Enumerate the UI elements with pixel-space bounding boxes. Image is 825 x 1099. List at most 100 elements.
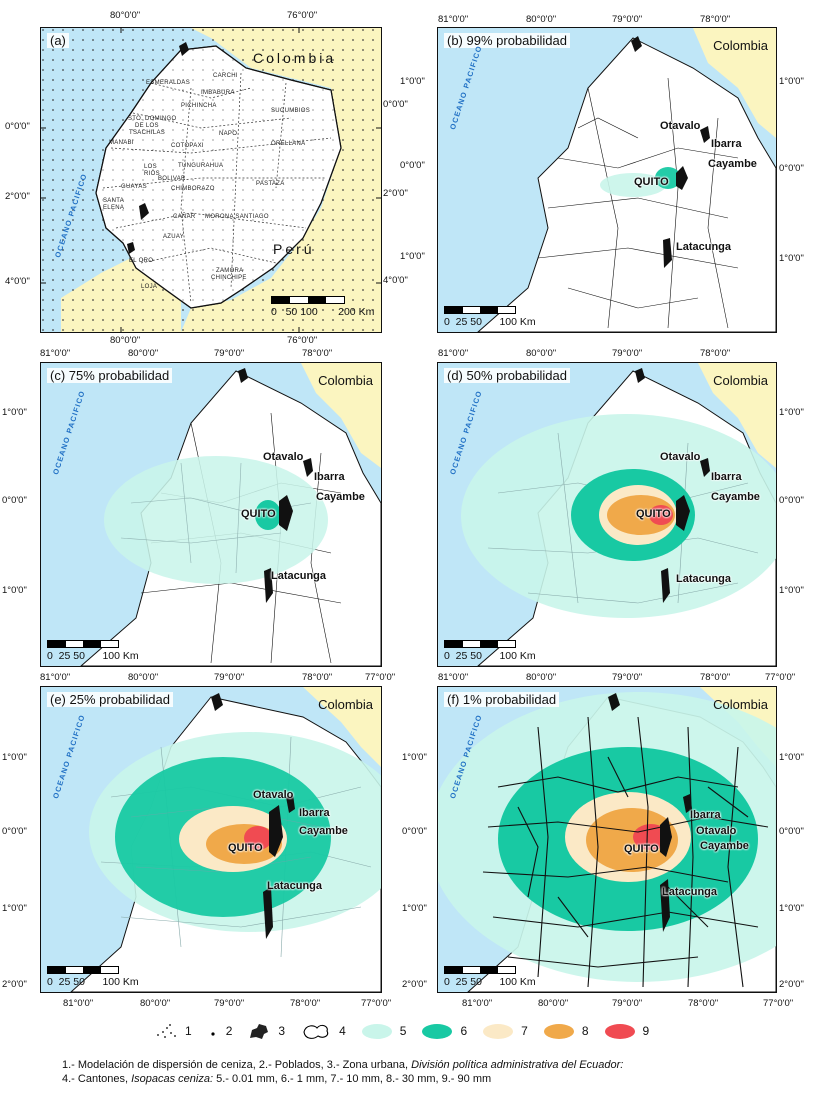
province-label: EL ORO [129,258,154,264]
coord-label: 1°0'0" [2,903,27,914]
coord-label: 78°0'0" [302,672,333,683]
province-label: GUAYAS [121,184,147,190]
province-label: PASTAZA [256,181,285,187]
coord-label: 78°0'0" [290,998,321,1009]
panel-a-ecuador-overview: (a) Colombia Perú OCEANO PACIFICO CARCHI… [40,27,382,333]
coord-label: 79°0'0" [214,672,245,683]
province-label: ZAMORA [216,268,244,274]
coord-label: 81°0'0" [462,998,493,1009]
legend-item-4: 4 [301,1022,346,1040]
dispersion-dots-icon [157,1024,176,1038]
province-label: CHIMBORAZO [171,186,215,192]
coord-label: 0°0'0" [779,495,804,506]
city-otavalo: Otavalo [263,451,304,463]
coord-label: 81°0'0" [63,998,94,1009]
coord-label: 1°0'0" [779,903,804,914]
coord-label: 1°0'0" [402,903,427,914]
coord-label: 81°0'0" [40,348,71,359]
city-quito: QUITO [634,176,669,188]
coord-label: 80°0'0" [526,348,557,359]
coord-label: 81°0'0" [438,348,469,359]
province-label: STO. DOMINGO [128,116,177,122]
map-f [438,687,776,992]
city-quito: QUITO [636,508,671,520]
city-cayambe: Cayambe [711,491,760,503]
coord-label: 0°0'0" [400,160,425,171]
coord-label: 4°0'0" [383,275,408,286]
coord-label: 1°0'0" [2,585,27,596]
country-colombia-label: Colombia [253,50,337,66]
coord-label: 80°0'0" [538,998,569,1009]
province-label: MANABI [109,140,134,146]
legend-item-1: 1 [155,1023,192,1039]
scale-bar: 0 25 50 100 Km [47,640,139,662]
country-colombia-label: Colombia [318,373,373,388]
province-label: CAÑAR [173,214,196,220]
coord-label: 79°0'0" [214,998,245,1009]
coord-label: 80°0'0" [526,14,557,25]
coord-label: 77°0'0" [765,672,796,683]
city-quito: QUITO [624,843,659,855]
province-label: NAPO [219,131,238,137]
panel-f-1: (f) 1% probabilidad Colombia OCEANO PACI… [437,686,777,993]
coord-label: 2°0'0" [2,979,27,990]
panel-f-label: (f) 1% probabilidad [444,692,560,707]
city-cayambe: Cayambe [708,158,757,170]
coord-label: 0°0'0" [2,495,27,506]
map-e [41,687,381,992]
city-quito: QUITO [228,842,263,854]
city-otavalo: Otavalo [660,451,701,463]
map-b [438,28,776,332]
province-label: ORELLANA [271,141,306,147]
panel-a-label: (a) [47,33,69,48]
coord-label: 77°0'0" [365,672,396,683]
coord-label: 1°0'0" [779,585,804,596]
coord-label: 78°0'0" [302,348,333,359]
map-d [438,363,776,666]
province-label: IMBABURA [201,90,235,96]
legend-item-9: 9 [604,1023,649,1039]
coord-label: 81°0'0" [438,672,469,683]
coord-label: 79°0'0" [612,672,643,683]
city-ibarra: Ibarra [690,809,721,821]
province-label: COTOPAXI [171,143,204,149]
panel-b-label: (b) 99% probabilidad [444,33,570,48]
coord-label: 78°0'0" [688,998,719,1009]
city-latacunga: Latacunga [662,886,718,898]
coord-label: 2°0'0" [5,191,30,202]
coord-label: 80°0'0" [128,672,159,683]
scale-bar: 0 25 50 100 Km [444,640,536,662]
map-c [41,363,381,666]
coord-label: 1°0'0" [2,407,27,418]
province-label: BOLIVAR [158,176,186,182]
coord-label: 80°0'0" [128,348,159,359]
legend-item-5: 5 [361,1023,406,1039]
province-label: TUNGURAHUA [178,163,224,169]
city-ibarra: Ibarra [299,807,330,819]
coord-label: 2°0'0" [383,188,408,199]
coord-label: 1°0'0" [779,253,804,264]
province-label: CHINCHIPE [211,275,247,281]
province-label: MORONA SANTIAGO [205,214,269,220]
coord-label: 79°0'0" [214,348,245,359]
country-colombia-label: Colombia [318,697,373,712]
city-latacunga: Latacunga [676,241,732,253]
city-cayambe: Cayambe [316,491,365,503]
province-label: ELENA [103,205,125,211]
scale-bar: 0 25 50 100 Km [444,966,536,988]
scale-bar: 0 50 100 200 Km [271,296,374,318]
panel-c-label: (c) 75% probabilidad [47,368,173,383]
panel-d-label: (d) 50% probabilidad [444,368,570,383]
province-label: RIOS [144,171,160,177]
coord-label: 80°0'0" [110,335,141,346]
province-label: CARCHI [213,73,238,79]
city-latacunga: Latacunga [271,570,327,582]
country-colombia-label: Colombia [713,38,768,53]
coord-label: 79°0'0" [612,998,643,1009]
legend-item-6: 6 [422,1023,467,1039]
coord-label: 81°0'0" [438,14,469,25]
coord-label: 0°0'0" [779,163,804,174]
coord-label: 1°0'0" [400,251,425,262]
city-otavalo: Otavalo [253,789,294,801]
province-label: LOJA [141,284,158,290]
